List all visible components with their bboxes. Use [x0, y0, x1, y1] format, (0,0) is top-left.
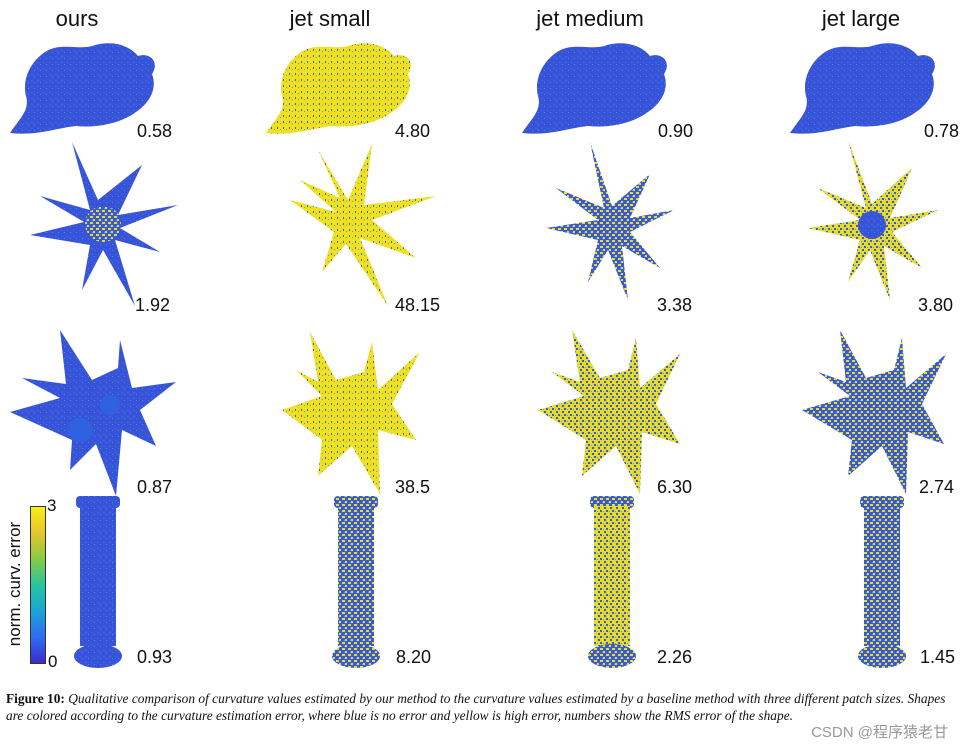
rms-column-jet-large: 1.45 [920, 647, 956, 667]
rms-spiky-ours: 1.92 [135, 295, 171, 315]
column-ours [74, 496, 122, 668]
column-jet-large [858, 496, 906, 668]
column-header-jet-small: jet small [289, 6, 371, 31]
rms-spiky-jet-large: 3.80 [918, 295, 954, 315]
figure-caption: Figure 10: Qualitative comparison of cur… [6, 690, 958, 724]
spiky-star-jet-medium [546, 142, 674, 300]
figure-grid [10, 43, 946, 668]
noisy-star-jet-medium [538, 330, 680, 494]
caption-label: Figure 10: [6, 691, 65, 706]
rms-noisy-ours: 0.87 [137, 477, 173, 497]
spiky-star-jet-small [290, 144, 436, 306]
rms-spiky-jet-small: 48.15 [395, 295, 441, 315]
dragon-jet-small [266, 43, 411, 134]
colorbar [30, 506, 46, 664]
rms-column-jet-medium: 2.26 [657, 647, 693, 667]
caption-text: Qualitative comparison of curvature valu… [6, 691, 946, 723]
rms-column-jet-small: 8.20 [396, 647, 432, 667]
column-jet-medium [588, 496, 636, 668]
rms-dragon-jet-large: 0.78 [924, 121, 960, 141]
noisy-star-ours [10, 330, 176, 496]
colorbar-min-label: 0 [48, 652, 58, 671]
column-jet-small [332, 496, 380, 668]
column-header-jet-medium: jet medium [536, 6, 644, 31]
column-header-ours: ours [55, 6, 99, 31]
rms-noisy-jet-medium: 6.30 [657, 477, 693, 497]
dragon-jet-medium [522, 43, 667, 134]
dragon-jet-large [790, 43, 935, 134]
rms-dragon-ours: 0.58 [137, 121, 173, 141]
column-header-jet-large: jet large [821, 6, 901, 31]
spiky-star-jet-large [808, 140, 938, 300]
rms-dragon-jet-small: 4.80 [395, 121, 431, 141]
dragon-ours [10, 43, 155, 134]
colorbar-title: norm. curv. error [5, 521, 24, 647]
watermark: CSDN @程序猿老甘 [811, 724, 948, 741]
rms-noisy-jet-large: 2.74 [919, 477, 955, 497]
rms-column-ours: 0.93 [137, 647, 173, 667]
rms-dragon-jet-medium: 0.90 [658, 121, 694, 141]
rms-noisy-jet-small: 38.5 [395, 477, 431, 497]
colorbar-max-label: 3 [47, 496, 57, 515]
rms-spiky-jet-medium: 3.38 [657, 295, 693, 315]
spiky-star-ours [30, 142, 178, 306]
noisy-star-jet-small [282, 332, 420, 494]
noisy-star-jet-large [802, 330, 946, 494]
